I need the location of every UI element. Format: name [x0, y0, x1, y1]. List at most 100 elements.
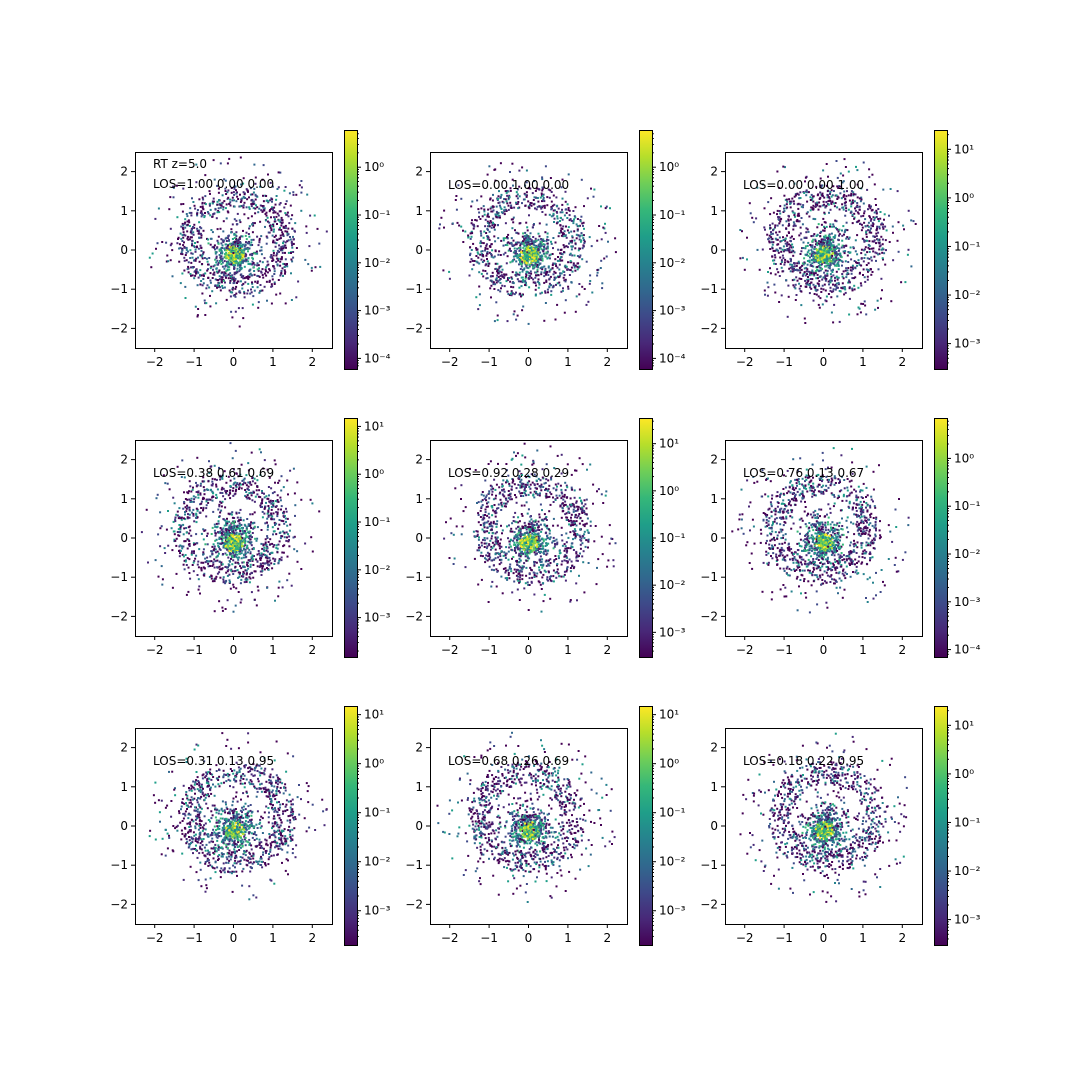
- density-pixel: [533, 247, 536, 250]
- density-pixel: [870, 224, 873, 227]
- density-pixel: [256, 235, 259, 238]
- density-pixel: [806, 268, 809, 271]
- density-pixel: [828, 247, 831, 250]
- density-pixel: [825, 225, 828, 228]
- density-pixel: [812, 234, 815, 237]
- density-pixel: [196, 227, 199, 230]
- density-pixel: [242, 317, 245, 320]
- density-pixel: [511, 245, 514, 247]
- density-pixel: [263, 209, 266, 212]
- density-pixel: [290, 299, 293, 301]
- density-pixel: [184, 540, 187, 543]
- density-pixel: [259, 564, 262, 567]
- density-pixel: [252, 224, 255, 227]
- density-pixel: [481, 254, 484, 256]
- density-pixel: [203, 214, 206, 217]
- density-pixel: [256, 274, 259, 277]
- density-pixel: [202, 198, 205, 201]
- density-pixel: [872, 223, 875, 226]
- density-pixel: [494, 213, 497, 216]
- density-pixel: [828, 264, 831, 267]
- density-pixel: [247, 248, 250, 250]
- density-pixel: [549, 189, 552, 192]
- density-pixel: [519, 261, 521, 264]
- density-pixel: [231, 316, 234, 319]
- density-pixel: [493, 288, 496, 290]
- density-pixel: [860, 198, 863, 201]
- density-pixel: [788, 246, 791, 249]
- density-pixel: [498, 190, 500, 193]
- density-pixel: [810, 249, 813, 252]
- density-pixel: [524, 231, 527, 234]
- density-pixel: [830, 244, 833, 247]
- density-pixel: [863, 221, 866, 224]
- density-pixel: [550, 242, 553, 245]
- density-pixel: [239, 291, 242, 294]
- density-pixel: [272, 265, 275, 268]
- density-pixel: [792, 265, 795, 268]
- density-pixel: [521, 268, 524, 271]
- density-pixel: [225, 481, 228, 484]
- density-pixel: [253, 289, 256, 292]
- density-pixel: [521, 270, 524, 273]
- density-pixel: [789, 218, 792, 221]
- density-pixel: [535, 208, 538, 211]
- density-pixel: [525, 181, 528, 184]
- density-pixel: [830, 201, 833, 204]
- density-pixel: [524, 260, 526, 263]
- density-pixel: [840, 187, 843, 190]
- density-pixel: [853, 284, 856, 287]
- density-pixel: [481, 215, 484, 218]
- density-pixel: [247, 289, 249, 292]
- density-pixel: [873, 219, 876, 221]
- density-pixel: [824, 269, 827, 272]
- density-pixel: [448, 277, 451, 280]
- density-pixel: [209, 279, 212, 282]
- density-pixel: [290, 240, 293, 243]
- density-pixel: [850, 269, 853, 272]
- density-pixel: [294, 222, 297, 225]
- density-pixel: [793, 251, 796, 254]
- density-pixel: [241, 253, 244, 256]
- density-pixel: [806, 281, 809, 284]
- density-pixel: [878, 252, 881, 255]
- density-pixel: [224, 249, 226, 252]
- density-pixel: [482, 275, 485, 278]
- density-pixel: [490, 255, 493, 258]
- density-pixel: [796, 214, 799, 217]
- colorbar: [934, 130, 948, 370]
- density-pixel: [235, 285, 238, 288]
- density-pixel: [551, 267, 554, 270]
- density-pixel: [870, 256, 873, 259]
- density-pixel: [292, 256, 295, 259]
- density-pixel: [862, 274, 864, 276]
- density-pixel: [790, 240, 792, 243]
- density-pixel: [866, 275, 869, 278]
- density-pixel: [240, 276, 243, 279]
- density-pixel: [530, 240, 533, 243]
- density-pixel: [847, 170, 850, 173]
- density-pixel: [828, 197, 831, 200]
- density-pixel: [789, 263, 792, 266]
- density-pixel: [245, 231, 248, 234]
- density-pixel: [806, 211, 809, 214]
- density-pixel: [488, 221, 491, 224]
- density-pixel: [250, 205, 253, 208]
- density-pixel: [478, 293, 481, 296]
- density-pixel: [496, 262, 499, 265]
- density-pixel: [877, 208, 880, 210]
- density-pixel: [530, 261, 533, 264]
- density-pixel: [562, 232, 565, 235]
- density-pixel: [182, 236, 185, 239]
- density-pixel: [187, 250, 189, 253]
- density-pixel: [832, 185, 835, 188]
- density-pixel: [512, 221, 515, 224]
- density-pixel: [271, 207, 274, 210]
- density-pixel: [843, 252, 846, 255]
- density-pixel: [486, 228, 489, 231]
- density-pixel: [248, 206, 251, 209]
- density-pixel: [232, 264, 235, 266]
- density-pixel: [237, 475, 240, 478]
- density-pixel: [228, 254, 231, 257]
